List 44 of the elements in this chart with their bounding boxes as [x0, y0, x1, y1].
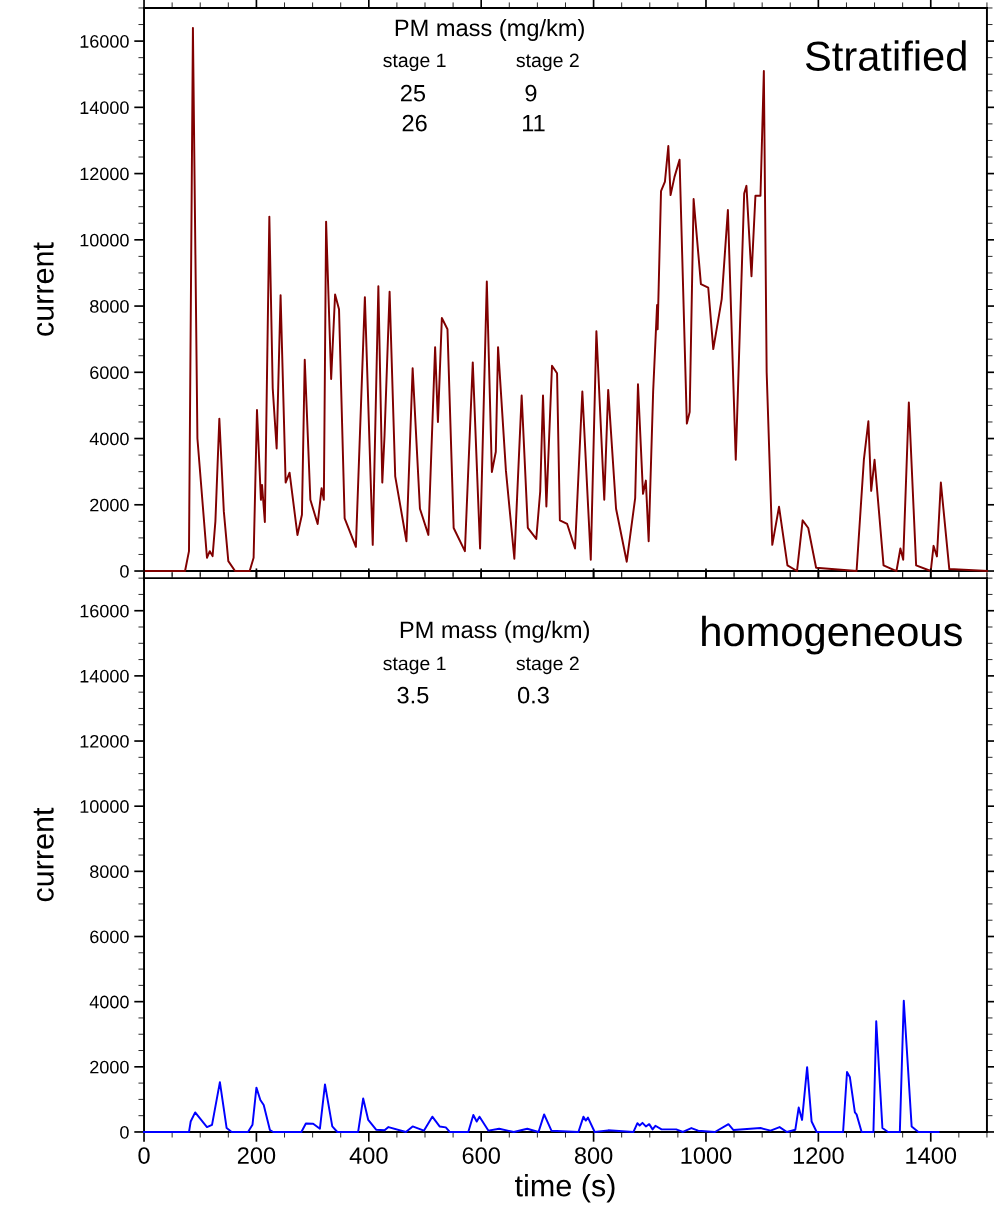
y-tick-label: 16000: [80, 35, 129, 48]
x-tick-label: 200: [237, 1147, 276, 1164]
y-tick-label: 2000: [90, 1060, 129, 1074]
y-tick-label: 14000: [80, 101, 129, 115]
y-axis-title: current: [33, 807, 54, 902]
annotation: stage 2: [516, 53, 579, 72]
x-tick-label: 1200: [793, 1147, 844, 1164]
x-tick-label: 1400: [906, 1147, 957, 1164]
y-tick-label: 4000: [89, 432, 129, 446]
annotation: 0.3: [517, 686, 549, 704]
annotation: PM mass (mg/km): [400, 620, 589, 643]
x-tick-label: 600: [462, 1147, 500, 1164]
y-tick-label: 12000: [80, 734, 129, 748]
y-tick-label: 2000: [90, 498, 129, 512]
annotation: stage 1: [383, 656, 446, 675]
x-axis-title: time (s): [515, 1174, 615, 1203]
x-tick-label: 800: [574, 1147, 613, 1164]
text: homogeneous: [702, 615, 962, 655]
annotation: PM mass (mg/km): [395, 18, 584, 41]
y-tick-label: 10000: [80, 800, 129, 813]
annotation: stage 1: [383, 53, 446, 72]
y-tick-label: 6000: [90, 930, 129, 944]
y-tick-label: 10000: [80, 233, 129, 247]
x-tick-label: 400: [349, 1147, 388, 1164]
y-tick-label: 8000: [90, 865, 129, 879]
line-series: [143, 999, 940, 1133]
y-tick-label: 0: [120, 564, 129, 578]
annotation: 26: [402, 114, 427, 132]
y-tick-label: 0: [120, 1125, 129, 1139]
annotation: 3.5: [397, 686, 429, 704]
y-tick-label: 12000: [80, 167, 129, 181]
annotation: 11: [523, 114, 545, 132]
y-tick-label: 14000: [80, 669, 129, 683]
x-tick-label: 0: [138, 1147, 150, 1164]
y-tick-label: 8000: [90, 300, 129, 313]
annotation: stage 2: [516, 656, 579, 675]
y-tick-label: 4000: [89, 995, 129, 1009]
text: Stratified: [805, 40, 966, 71]
x-tick-label: 1000: [681, 1147, 732, 1164]
y-axis-title: current: [33, 242, 54, 336]
annotation: 9: [525, 84, 537, 102]
y-tick-label: 16000: [80, 604, 129, 618]
annotation: 25: [400, 84, 426, 102]
y-tick-label: 6000: [90, 366, 129, 380]
